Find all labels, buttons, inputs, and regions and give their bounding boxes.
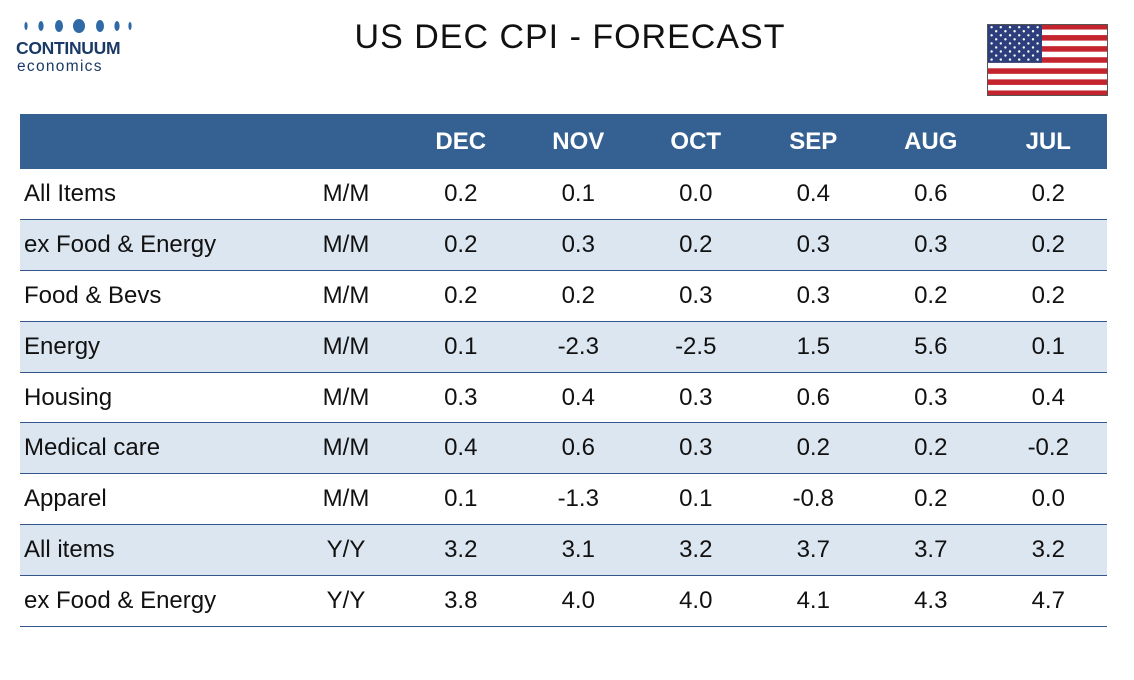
row-measure: Y/Y [302,575,402,627]
table-row: ex Food & Energy Y/Y 3.8 4.0 4.0 4.1 4.3 4.7 [20,575,1107,627]
table-cell: 0.2 [402,219,520,272]
row-label: Food & Bevs [20,270,302,322]
table-cell: 0.0 [637,169,755,221]
table-row: ex Food & Energy M/M 0.2 0.3 0.2 0.3 0.3 0.2 [20,219,1107,272]
row-measure: Y/Y [302,524,402,576]
table-row: Food & Bevs M/M 0.2 0.2 0.3 0.3 0.2 0.2 [20,270,1107,322]
table-row: Housing M/M 0.3 0.4 0.3 0.6 0.3 0.4 [20,372,1107,424]
table-cell: 0.1 [519,169,637,221]
table-cell: 0.6 [872,169,990,221]
table-cell: 0.3 [637,422,755,475]
table-cell: 4.0 [637,575,755,627]
table-cell: 0.3 [637,372,755,424]
column-header: JUL [1025,127,1071,155]
table-cell: -0.2 [989,422,1107,475]
column-header: AUG [904,127,958,155]
table-cell: 3.2 [402,524,520,576]
table-cell: 0.2 [989,270,1107,322]
row-label: Energy [20,321,302,373]
row-measure: M/M [302,270,402,322]
row-label: All items [20,524,302,576]
row-measure: M/M [302,219,402,272]
table-cell: 0.3 [754,219,872,272]
table-cell: 0.4 [989,372,1107,424]
table-cell: 3.8 [402,575,520,627]
table-cell: 0.2 [872,422,990,475]
table-cell: -0.8 [754,473,872,526]
table-cell: 0.4 [754,169,872,221]
column-header: DEC [435,127,487,155]
row-measure: M/M [302,321,402,373]
table-row: All items Y/Y 3.2 3.1 3.2 3.7 3.7 3.2 [20,524,1107,576]
table-cell: 5.6 [872,321,990,373]
table-cell: 0.3 [872,372,990,424]
row-measure: M/M [302,169,402,221]
column-header-blank [20,114,302,169]
table-cell: 0.4 [402,422,520,475]
table-cell: -2.5 [637,321,755,373]
row-label: ex Food & Energy [20,575,302,627]
cpi-forecast-table: DEC NOV OCT SEP AUG JUL All Items M/M 0.2 0.1 0.0… [20,114,1107,627]
table-cell: 4.3 [872,575,990,627]
table-cell: 0.6 [754,372,872,424]
logo-dots-icon [24,19,132,33]
table-header-row: DEC NOV OCT SEP AUG JUL [20,114,1107,169]
table-cell: 0.2 [637,219,755,272]
table-cell: 3.1 [519,524,637,576]
continuum-logo: CONTINUUM economics [14,14,144,76]
table-cell: 0.2 [754,422,872,475]
row-measure: M/M [302,473,402,526]
table-cell: 0.2 [872,473,990,526]
table-cell: 0.3 [519,219,637,272]
table-cell: 0.3 [872,219,990,272]
page-title: US DEC CPI - FORECAST [354,18,786,56]
row-label: Medical care [20,422,302,475]
table-cell: 0.1 [989,321,1107,373]
table-cell: 0.6 [519,422,637,475]
table-cell: 3.7 [754,524,872,576]
table-cell: 0.3 [637,270,755,322]
logo-name: CONTINUUM [16,38,121,58]
table-cell: 1.5 [754,321,872,373]
table-cell: 0.2 [989,169,1107,221]
column-header-blank [302,114,402,169]
row-label: Housing [20,372,302,424]
table-cell: 0.0 [989,473,1107,526]
us-flag-icon [987,24,1108,96]
table-cell: 4.0 [519,575,637,627]
column-header: SEP [789,127,838,155]
table-cell: 0.3 [754,270,872,322]
table-cell: 3.7 [872,524,990,576]
table-cell: 0.2 [872,270,990,322]
row-label: Apparel [20,473,302,526]
table-cell: 0.2 [402,270,520,322]
table-cell: 0.4 [519,372,637,424]
table-cell: -2.3 [519,321,637,373]
table-cell: 0.1 [402,321,520,373]
table-cell: 0.2 [519,270,637,322]
table-cell: 4.1 [754,575,872,627]
table-cell: 3.2 [989,524,1107,576]
table-row: All Items M/M 0.2 0.1 0.0 0.4 0.6 0.2 [20,169,1107,221]
table-cell: 4.7 [989,575,1107,627]
table-cell: 0.2 [402,169,520,221]
table-cell: 3.2 [637,524,755,576]
column-header: OCT [670,127,722,155]
table-row: Medical care M/M 0.4 0.6 0.3 0.2 0.2 -0.2 [20,422,1107,475]
row-label: ex Food & Energy [20,219,302,272]
table-cell: 0.2 [989,219,1107,272]
row-measure: M/M [302,372,402,424]
table-row: Apparel M/M 0.1 -1.3 0.1 -0.8 0.2 0.0 [20,473,1107,526]
table-cell: 0.3 [402,372,520,424]
table-cell: 0.1 [402,473,520,526]
table-row: Energy M/M 0.1 -2.3 -2.5 1.5 5.6 0.1 [20,321,1107,373]
row-label: All Items [20,169,302,221]
table-cell: -1.3 [519,473,637,526]
table-cell: 0.1 [637,473,755,526]
column-header: NOV [552,127,605,155]
logo-subtitle: economics [17,58,103,75]
row-measure: M/M [302,422,402,475]
